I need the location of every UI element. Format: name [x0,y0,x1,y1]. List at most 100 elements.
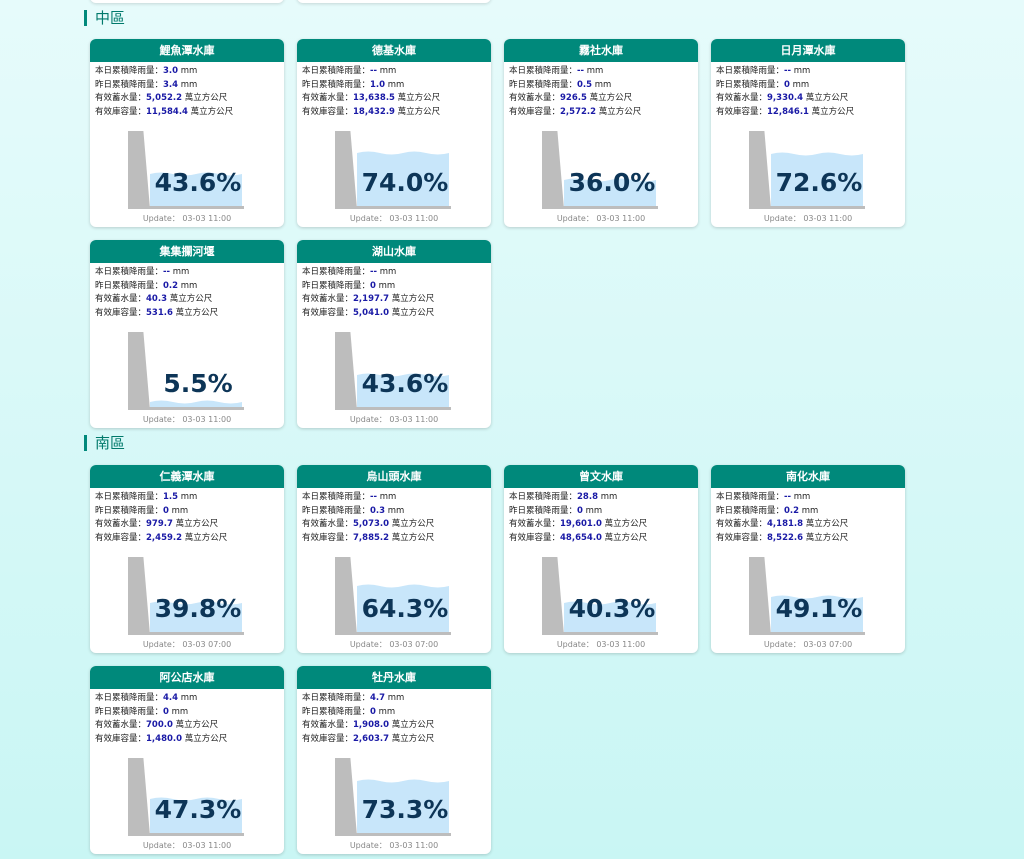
info-value: 28.8 [577,492,598,502]
info-storage: 有效蓄水量：926.5 萬立方公尺 [509,92,693,106]
info-unit: 萬立方公尺 [397,106,441,117]
water-fill [150,601,242,633]
dam-icon [542,131,564,209]
reservoir-card[interactable]: 德基水庫 本日累積降雨量：-- mm 昨日累積降雨量：1.0 mm 有效蓄水量：13… [297,39,491,227]
reservoir-card[interactable]: 曾文水庫 本日累積降雨量：28.8 mm 昨日累積降雨量：0 mm 有效蓄水量：19… [504,465,698,653]
info-capacity: 有效庫容量：8,522.6 萬立方公尺 [716,532,900,546]
partial-card [90,0,284,3]
water-fill [564,178,656,207]
info-unit: mm [172,267,190,277]
info-label: 本日累積降雨量： [302,492,371,502]
info-label: 本日累積降雨量： [302,66,371,76]
info-label: 有效庫容量： [95,532,147,543]
info-unit: 萬立方公尺 [598,106,642,117]
reservoir-card[interactable]: 霧社水庫 本日累積降雨量：-- mm 昨日累積降雨量：0.5 mm 有效蓄水量：92… [504,39,698,227]
info-value: 3.4 [163,79,179,90]
info-value: 0 [577,505,583,516]
reservoir-card[interactable]: 鯉魚潭水庫 本日累積降雨量：3.0 mm 昨日累積降雨量：3.4 mm 有效蓄水量：… [90,39,284,227]
reservoir-card[interactable]: 南化水庫 本日累積降雨量：-- mm 昨日累積降雨量：0.2 mm 有效蓄水量：4,… [711,465,905,653]
info-label: 本日累積降雨量： [95,267,164,277]
info-unit: mm [180,280,198,291]
reservoir-name: 烏山頭水庫 [297,465,491,488]
info-unit: 萬立方公尺 [811,106,855,117]
info-today: 本日累積降雨量：-- mm [509,65,693,79]
info-value: 7,885.2 [353,532,390,543]
info-label: 有效庫容量： [302,106,354,117]
update-time: Update： 03-03 11:00 [90,213,284,224]
update-time: Update： 03-03 11:00 [90,414,284,425]
ground-line [335,407,451,410]
water-level-graphic: 43.6% [128,129,244,209]
info-today: 本日累積降雨量：28.8 mm [509,491,693,505]
reservoir-card[interactable]: 集集攔河堰 本日累積降雨量：-- mm 昨日累積降雨量：0.2 mm 有效蓄水量：4… [90,240,284,428]
info-unit: 萬立方公尺 [391,532,435,543]
info-storage: 有效蓄水量：2,197.7 萬立方公尺 [302,293,486,307]
info-value: 40.3 [146,294,167,305]
info-value: 1,908.0 [353,720,390,731]
reservoir-card[interactable]: 牡丹水庫 本日累積降雨量：4.7 mm 昨日累積降雨量：0 mm 有效蓄水量：1,9… [297,666,491,854]
reservoir-name: 日月潭水庫 [711,39,905,62]
info-unit: 萬立方公尺 [805,519,849,530]
info-label: 有效蓄水量： [716,519,768,530]
info-label: 昨日累積降雨量： [716,505,785,516]
info-storage: 有效蓄水量：40.3 萬立方公尺 [95,293,279,307]
info-value: 0 [370,706,376,717]
info-label: 昨日累積降雨量： [95,79,164,90]
info-unit: mm [600,492,618,502]
info-storage: 有效蓄水量：700.0 萬立方公尺 [95,719,279,733]
ground-line [128,632,244,635]
info-today: 本日累積降雨量：-- mm [302,491,486,505]
update-time: Update： 03-03 07:00 [711,639,905,650]
update-value: 03-03 11:00 [803,214,853,223]
reservoir-name: 曾文水庫 [504,465,698,488]
percent-value: 43.6% [361,369,449,398]
reservoir-card[interactable]: 日月潭水庫 本日累積降雨量：-- mm 昨日累積降雨量：0 mm 有效蓄水量：9,3… [711,39,905,227]
info-unit: mm [171,706,189,717]
info-unit: mm [180,79,198,90]
info-value: 0 [784,79,790,90]
info-value: 979.7 [146,519,173,530]
reservoir-card[interactable]: 阿公店水庫 本日累積降雨量：4.4 mm 昨日累積降雨量：0 mm 有效蓄水量：70… [90,666,284,854]
info-label: 昨日累積降雨量： [509,79,578,90]
water-fill [357,584,449,633]
info-value: 48,654.0 [560,532,602,543]
info-unit: mm [792,79,810,90]
info-value: 0 [370,280,376,291]
ground-line [335,833,451,836]
info-unit: 萬立方公尺 [184,93,228,104]
ground-line [128,206,244,209]
water-level-graphic: 43.6% [335,330,451,410]
info-unit: mm [180,66,198,76]
ground-line [335,632,451,635]
update-label: Update： [349,214,387,223]
info-value: -- [370,66,378,76]
info-today: 本日累積降雨量：-- mm [95,266,279,280]
info-label: 昨日累積降雨量： [302,280,371,291]
reservoir-card[interactable]: 烏山頭水庫 本日累積降雨量：-- mm 昨日累積降雨量：0.3 mm 有效蓄水量：5… [297,465,491,653]
update-label: Update： [556,640,594,649]
info-storage: 有效蓄水量：979.7 萬立方公尺 [95,518,279,532]
dam-icon [335,131,357,209]
info-unit: 萬立方公尺 [391,294,435,305]
info-today: 本日累積降雨量：-- mm [302,266,486,280]
dam-icon [128,557,150,635]
info-value: 1,480.0 [146,733,183,744]
wave-icon [150,797,242,802]
update-label: Update： [142,214,180,223]
reservoir-name: 阿公店水庫 [90,666,284,689]
reservoir-card[interactable]: 仁義潭水庫 本日累積降雨量：1.5 mm 昨日累積降雨量：0 mm 有效蓄水量：97… [90,465,284,653]
info-value: 4.4 [163,693,179,703]
water-level-graphic: 74.0% [335,129,451,209]
reservoir-card[interactable]: 湖山水庫 本日累積降雨量：-- mm 昨日累積降雨量：0 mm 有效蓄水量：2,19… [297,240,491,428]
info-unit: 萬立方公尺 [805,93,849,104]
info-label: 有效庫容量： [302,733,354,744]
wave-icon [150,601,242,606]
info-storage: 有效蓄水量：13,638.5 萬立方公尺 [302,92,486,106]
info-capacity: 有效庫容量：1,480.0 萬立方公尺 [95,733,279,747]
percent-value: 39.8% [154,594,242,623]
info-unit: 萬立方公尺 [190,106,234,117]
info-capacity: 有效庫容量：7,885.2 萬立方公尺 [302,532,486,546]
info-label: 本日累積降雨量： [716,492,785,502]
water-fill [771,152,863,207]
water-level-graphic: 72.6% [749,129,865,209]
